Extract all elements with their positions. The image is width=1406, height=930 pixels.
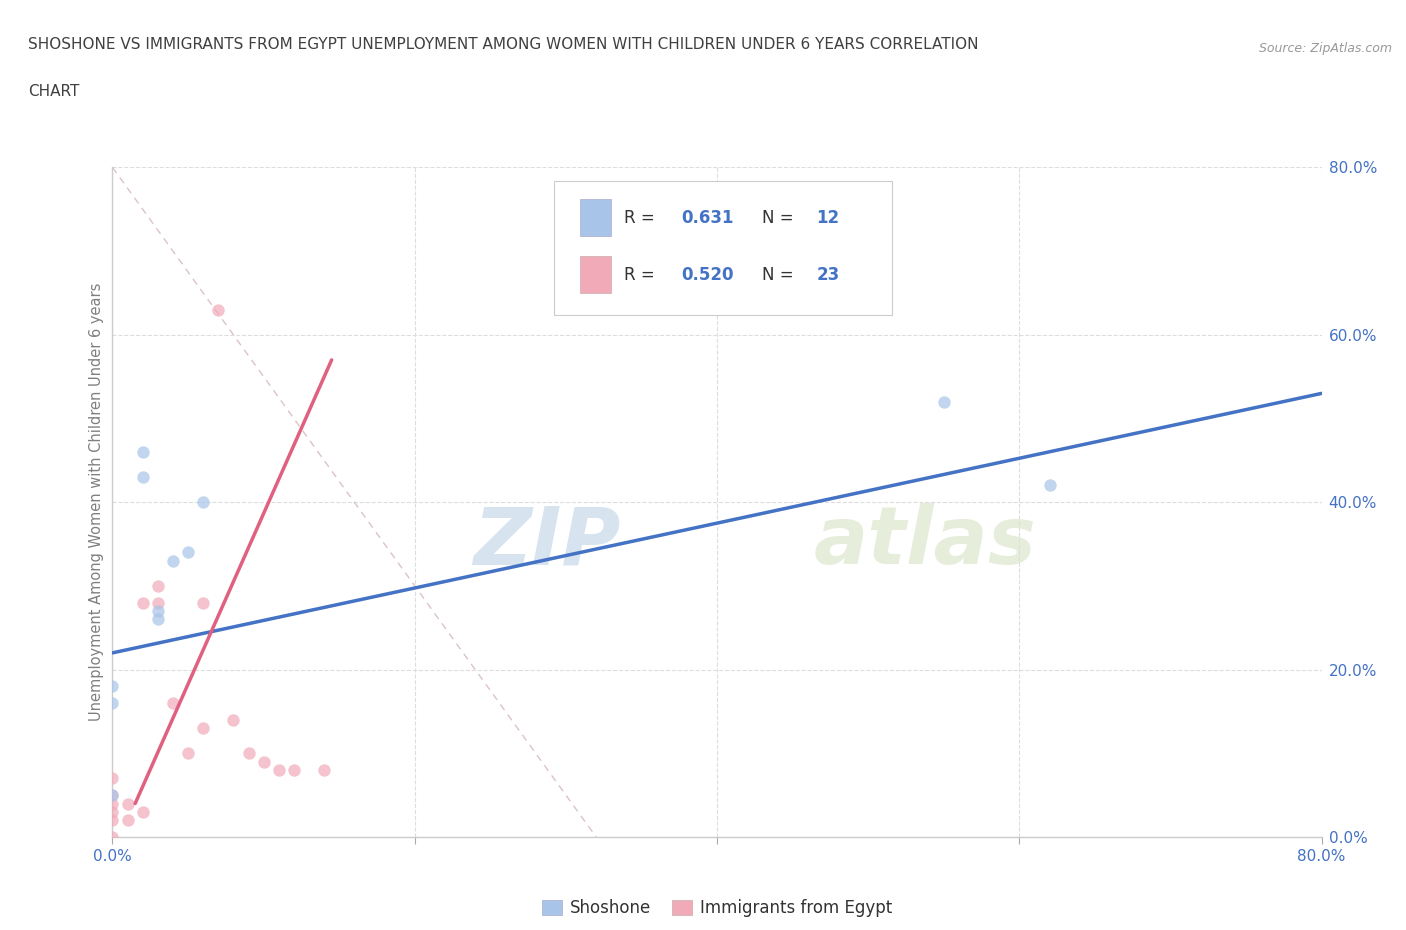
Point (132, 595, 155, 610)
Text: atlas: atlas (814, 503, 1036, 581)
Point (101, 830, 124, 844)
Point (238, 746, 260, 761)
Text: 0.520: 0.520 (681, 266, 734, 284)
Text: ZIP: ZIP (472, 503, 620, 581)
Point (101, 788, 124, 803)
Point (177, 746, 200, 761)
Text: R =: R = (624, 208, 659, 227)
Point (162, 553, 184, 568)
Point (314, 763, 336, 777)
Point (101, 804, 124, 819)
Point (932, 394, 955, 409)
Point (191, 595, 214, 610)
Point (101, 696, 124, 711)
Point (146, 604, 169, 618)
Point (146, 612, 169, 627)
Point (101, 813, 124, 828)
Text: 12: 12 (817, 208, 839, 227)
Text: CHART: CHART (28, 84, 80, 99)
FancyBboxPatch shape (554, 180, 893, 314)
Point (146, 595, 169, 610)
FancyBboxPatch shape (581, 199, 610, 236)
Text: N =: N = (762, 266, 799, 284)
Point (191, 495, 214, 510)
Point (101, 679, 124, 694)
Point (101, 788, 124, 803)
Y-axis label: Unemployment Among Women with Children Under 6 years: Unemployment Among Women with Children U… (89, 283, 104, 722)
Point (283, 763, 305, 777)
FancyBboxPatch shape (581, 256, 610, 293)
Point (117, 813, 139, 828)
Point (132, 445, 155, 459)
Legend: Shoshone, Immigrants from Egypt: Shoshone, Immigrants from Egypt (536, 892, 898, 923)
Text: 23: 23 (817, 266, 839, 284)
Text: N =: N = (762, 208, 799, 227)
Point (101, 796, 124, 811)
Point (132, 470, 155, 485)
Point (253, 754, 276, 769)
Text: SHOSHONE VS IMMIGRANTS FROM EGYPT UNEMPLOYMENT AMONG WOMEN WITH CHILDREN UNDER 6: SHOSHONE VS IMMIGRANTS FROM EGYPT UNEMPL… (28, 37, 979, 52)
Point (222, 712, 245, 727)
Point (267, 763, 290, 777)
Point (146, 578, 169, 593)
Text: R =: R = (624, 266, 659, 284)
Text: Source: ZipAtlas.com: Source: ZipAtlas.com (1258, 42, 1392, 55)
Point (117, 796, 139, 811)
Point (191, 721, 214, 736)
Text: 0.631: 0.631 (681, 208, 734, 227)
Point (132, 804, 155, 819)
Point (177, 545, 200, 560)
Point (1038, 478, 1062, 493)
Point (101, 771, 124, 786)
Point (207, 302, 229, 317)
Point (162, 696, 184, 711)
